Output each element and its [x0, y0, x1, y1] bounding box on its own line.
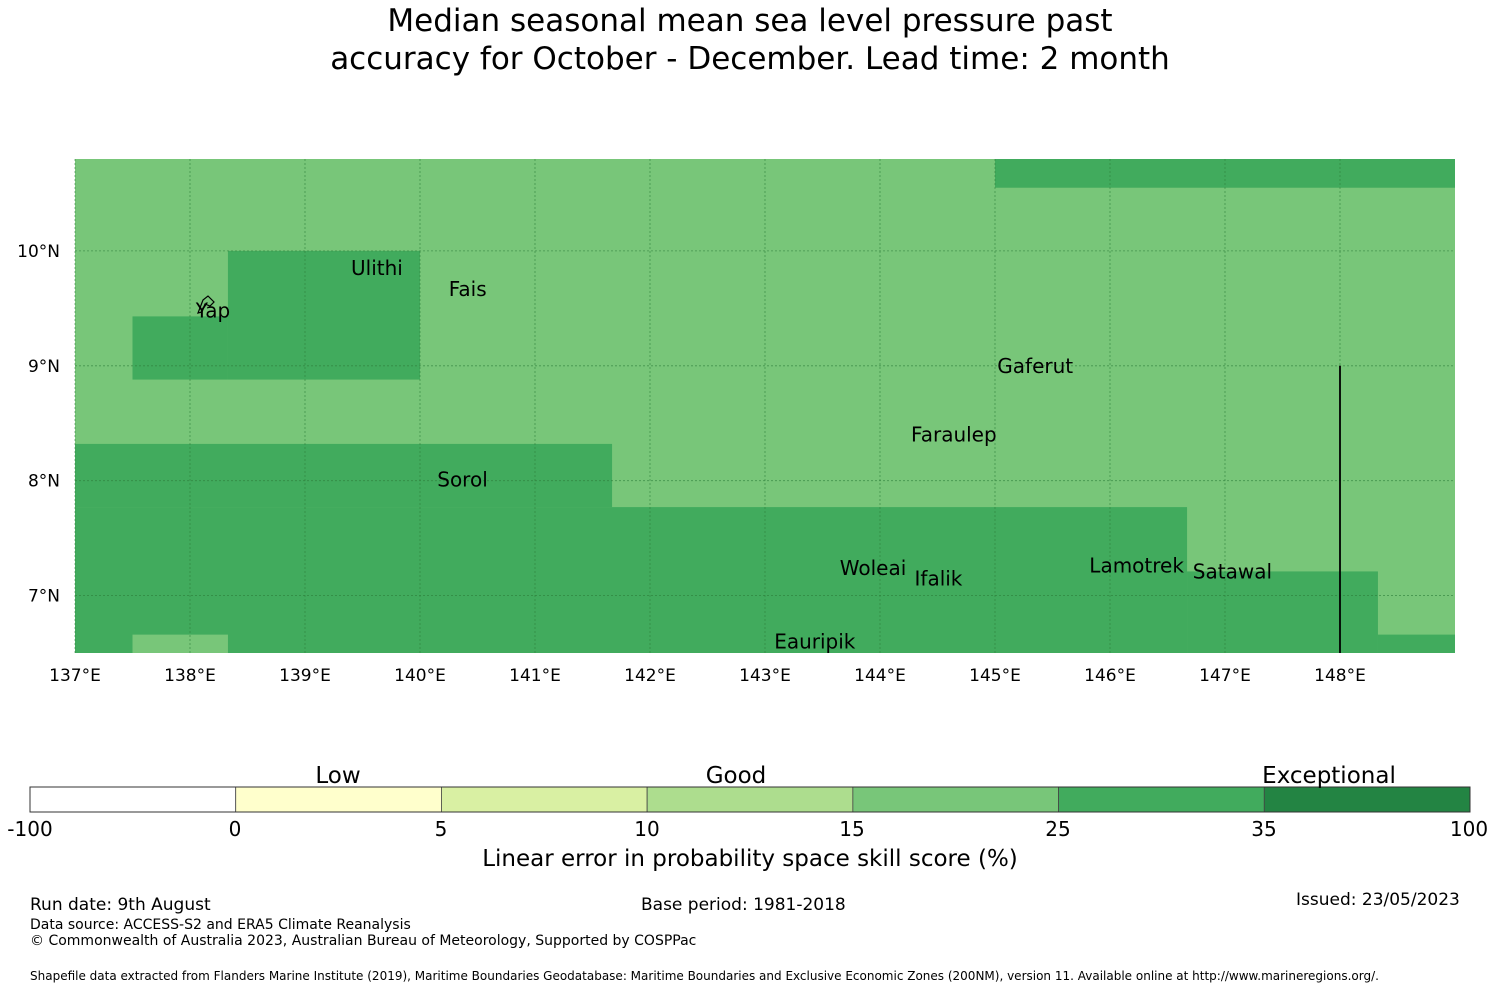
- legend-band-exceptional: Exceptional: [1262, 763, 1396, 789]
- colorbar-tick: 100: [1449, 817, 1489, 841]
- colorbar-tick: -100: [7, 817, 53, 841]
- title-line-2: accuracy for October - December. Lead ti…: [330, 41, 1170, 77]
- longitude-tick-label: 139°E: [279, 666, 331, 686]
- latitude-tick-label: 8°N: [28, 472, 60, 492]
- skill-region-25-35: [1377, 634, 1455, 653]
- colorbar-label: Linear error in probability space skill …: [482, 846, 1018, 872]
- chart-title: Median seasonal mean sea level pressure …: [0, 2, 1500, 78]
- skill-region-25-35: [75, 507, 1188, 653]
- colorbar-segment: [235, 786, 442, 813]
- longitude-tick-label: 144°E: [854, 666, 906, 686]
- copyright: © Commonwealth of Australia 2023, Austra…: [30, 933, 697, 949]
- longitude-tick-label: 146°E: [1084, 666, 1136, 686]
- island-label-satawal: Satawal: [1193, 559, 1272, 583]
- longitude-tick-label: 140°E: [394, 666, 446, 686]
- yap-island-shape: [197, 295, 215, 314]
- legend-band-good: Good: [705, 763, 767, 789]
- colorbar-segment: [646, 786, 854, 813]
- shapefile-credit: Shapefile data extracted from Flanders M…: [30, 969, 1379, 983]
- skill-region-25-35: [1187, 571, 1378, 653]
- colorbar-tick: 15: [839, 817, 865, 841]
- colorbar-tick: 25: [1045, 817, 1071, 841]
- latitude-tick-label: 9°N: [28, 357, 60, 377]
- skill-region-15-25: [132, 634, 228, 653]
- island-label-yap: Yap: [195, 299, 230, 323]
- colorbar-tick: 5: [434, 817, 448, 841]
- colorbar-segment: [1058, 786, 1265, 813]
- longitude-tick-label: 145°E: [969, 666, 1021, 686]
- longitude-tick-label: 138°E: [164, 666, 216, 686]
- colorbar-segment: [1263, 786, 1471, 813]
- colorbar-segment: [852, 786, 1059, 813]
- skill-region-25-35: [132, 316, 228, 380]
- longitude-tick-label: 148°E: [1314, 666, 1366, 686]
- skill-region-25-35: [227, 250, 420, 380]
- colorbar-tick: 10: [634, 817, 660, 841]
- latitude-tick-label: 7°N: [28, 587, 60, 607]
- longitude-tick-label: 143°E: [739, 666, 791, 686]
- longitude-tick-label: 137°E: [49, 666, 101, 686]
- island-label-ulithi: Ulithi: [351, 256, 403, 280]
- island-label-sorol: Sorol: [437, 468, 488, 492]
- island-label-woleai: Woleai: [840, 556, 907, 580]
- island-label-lamotrek: Lamotrek: [1089, 554, 1184, 578]
- island-label-faraulep: Faraulep: [911, 423, 997, 447]
- longitude-tick-label: 147°E: [1199, 666, 1251, 686]
- latitude-tick-label: 10°N: [17, 242, 60, 262]
- title-line-1: Median seasonal mean sea level pressure …: [387, 3, 1113, 39]
- longitude-tick-label: 141°E: [509, 666, 561, 686]
- colorbar-segment: [29, 786, 237, 813]
- skill-region-25-35: [75, 443, 613, 508]
- legend-band-low: Low: [315, 763, 361, 789]
- island-label-gaferut: Gaferut: [997, 354, 1073, 378]
- issued-date: Issued: 23/05/2023: [1296, 890, 1460, 910]
- island-label-fais: Fais: [449, 277, 487, 301]
- colorbar-segment: [441, 786, 648, 813]
- island-label-ifalik: Ifalik: [915, 566, 963, 590]
- colorbar-tick: 35: [1251, 817, 1277, 841]
- island-label-eauripik: Eauripik: [774, 630, 856, 654]
- run-date: Run date: 9th August: [30, 895, 211, 915]
- base-period: Base period: 1981-2018: [641, 895, 846, 915]
- colorbar-tick: 0: [228, 817, 242, 841]
- longitude-tick-label: 142°E: [624, 666, 676, 686]
- colorbar-outline: [29, 786, 1471, 813]
- data-source: Data source: ACCESS-S2 and ERA5 Climate …: [30, 917, 411, 933]
